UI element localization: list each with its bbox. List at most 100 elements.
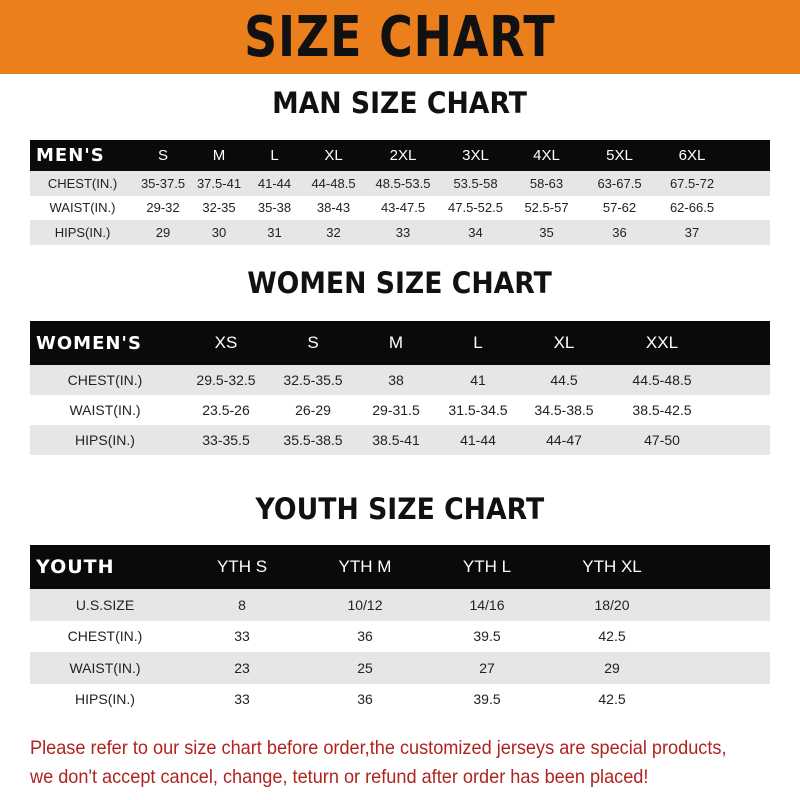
value-cell: 41	[470, 372, 486, 388]
size-header-cell: 3XL	[462, 147, 489, 164]
value-cell: 36	[357, 691, 373, 708]
value-cell: 58-63	[529, 175, 564, 191]
size-header-cell: XL	[553, 333, 575, 352]
value-cell: 63-67.5	[597, 175, 642, 191]
size-header-cell: L	[270, 147, 279, 164]
table-row: HIPS(IN.) 33-35.5 35.5-38.5 38.5-41 41-44 44-…	[30, 425, 770, 455]
measure-label-cell: WAIST(IN.)	[49, 200, 116, 216]
table-header-row: MEN'S S M L XL 2XL 3XL 4XL 5XL 6XL	[30, 140, 770, 171]
size-header-cell: M	[212, 147, 226, 164]
value-cell: 14/16	[469, 596, 505, 613]
value-cell: 44.5	[550, 372, 578, 388]
value-cell: 33	[395, 224, 411, 240]
size-header-cell: XS	[214, 333, 238, 352]
measure-label-cell: HIPS(IN.)	[75, 432, 135, 448]
value-cell: 37.5-41	[196, 175, 242, 191]
value-cell: 35	[539, 224, 554, 240]
size-header-cell: YTH XL	[582, 557, 642, 576]
size-header-cell: YTH M	[338, 557, 392, 576]
value-cell: 41-44	[257, 175, 292, 191]
size-header-cell: S	[157, 147, 168, 164]
measure-label-cell: CHEST(IN.)	[67, 372, 143, 388]
size-header-cell: M	[388, 333, 404, 352]
notice-line-1: Please refer to our size chart before or…	[30, 737, 727, 759]
value-cell: 42.5	[598, 628, 626, 645]
table-row: CHEST(IN.) 35-37.5 37.5-41 41-44 44-48.5 48.5…	[30, 171, 770, 196]
size-header-cell: YTH L	[462, 557, 512, 576]
value-cell: 39.5	[473, 628, 501, 645]
notice-line-2: we don't accept cancel, change, teturn o…	[30, 766, 649, 788]
measure-label-cell: HIPS(IN.)	[54, 224, 111, 240]
value-cell: 35-37.5	[140, 175, 186, 191]
measure-label-cell: WAIST(IN.)	[69, 659, 141, 676]
value-cell: 33	[234, 628, 250, 645]
value-cell: 67.5-72	[669, 175, 715, 191]
value-cell: 31.5-34.5	[448, 402, 508, 418]
value-cell: 23.5-26	[202, 402, 250, 418]
table-row: HIPS(IN.) 29 30 31 32 33 34 35 36 37	[30, 220, 770, 245]
measure-label-cell: HIPS(IN.)	[75, 691, 135, 708]
value-cell: 32.5-35.5	[283, 372, 343, 388]
value-cell: 30	[211, 224, 227, 240]
value-cell: 42.5	[598, 691, 626, 708]
value-cell: 25	[357, 659, 373, 676]
value-cell: 47.5-52.5	[448, 200, 503, 216]
value-cell: 29	[155, 224, 171, 240]
size-header-cell: 6XL	[678, 147, 706, 164]
value-cell: 44-47	[546, 432, 582, 448]
value-cell: 35.5-38.5	[283, 432, 343, 448]
youth-heading: YOUTH SIZE CHART	[255, 492, 545, 526]
value-cell: 35-38	[257, 200, 292, 216]
size-header-cell: 5XL	[606, 147, 633, 164]
value-cell: 27	[479, 659, 495, 676]
value-cell: 34	[468, 224, 483, 240]
value-cell: 32	[326, 224, 341, 240]
size-header-cell: XL	[324, 147, 343, 164]
value-cell: 44-48.5	[311, 175, 356, 191]
table-row: CHEST(IN.) 29.5-32.5 32.5-35.5 38 41 44.5 44.5…	[30, 365, 770, 395]
value-cell: 48.5-53.5	[375, 175, 431, 191]
value-cell: 47-50	[644, 432, 680, 448]
value-cell: 29.5-32.5	[196, 372, 256, 388]
women-size-table: WOMEN'S XS S M L XL XXL CHEST(IN.) 29.5-32.5 32.5…	[30, 321, 770, 455]
title-banner: SIZE CHART	[0, 0, 800, 74]
table-title-cell: MEN'S	[36, 145, 105, 166]
value-cell: 10/12	[347, 596, 383, 613]
size-header-cell: L	[473, 333, 483, 352]
value-cell: 38-43	[316, 200, 351, 216]
value-cell: 33	[234, 691, 250, 708]
value-cell: 39.5	[473, 691, 501, 708]
table-title-cell: YOUTH	[36, 556, 115, 578]
men-size-table: MEN'S S M L XL 2XL 3XL 4XL 5XL 6XL CHEST(IN.) 35-37…	[30, 140, 770, 245]
table-row: WAIST(IN.) 23 25 27 29	[30, 652, 770, 684]
measure-label-cell: CHEST(IN.)	[47, 175, 118, 191]
order-notice: Please refer to our size chart before or…	[30, 734, 790, 792]
table-row: HIPS(IN.) 33 36 39.5 42.5	[30, 683, 770, 715]
value-cell: 29-31.5	[372, 402, 420, 418]
page-title: SIZE CHART	[244, 4, 556, 70]
men-heading: MAN SIZE CHART	[272, 86, 528, 120]
value-cell: 38.5-41	[372, 432, 420, 448]
table-row: WAIST(IN.) 29-32 32-35 35-38 38-43 43-47.5 47.…	[30, 195, 770, 220]
value-cell: 31	[267, 224, 282, 240]
value-cell: 53.5-58	[453, 175, 498, 191]
table-row: CHEST(IN.) 33 36 39.5 42.5	[30, 620, 770, 652]
youth-size-table: YOUTH YTH S YTH M YTH L YTH XL U.S.SIZE 8 10/12…	[30, 545, 770, 715]
value-cell: 44.5-48.5	[632, 372, 692, 388]
value-cell: 43-47.5	[380, 200, 426, 216]
table-header-row: YOUTH YTH S YTH M YTH L YTH XL	[30, 545, 770, 589]
value-cell: 41-44	[460, 432, 496, 448]
size-header-cell: 4XL	[533, 147, 560, 164]
size-header-cell: 2XL	[389, 147, 417, 164]
table-title-cell: WOMEN'S	[36, 332, 142, 354]
measure-label-cell: WAIST(IN.)	[69, 402, 141, 418]
measure-label-cell: U.S.SIZE	[75, 596, 135, 613]
table-row: U.S.SIZE 8 10/12 14/16 18/20	[30, 589, 770, 621]
value-cell: 52.5-57	[524, 200, 569, 216]
women-heading: WOMEN SIZE CHART	[247, 266, 553, 300]
value-cell: 38.5-42.5	[632, 402, 692, 418]
table-header-row: WOMEN'S XS S M L XL XXL	[30, 321, 770, 365]
measure-label-cell: CHEST(IN.)	[67, 628, 143, 645]
value-cell: 36	[612, 224, 627, 240]
table-row: WAIST(IN.) 23.5-26 26-29 29-31.5 31.5-34.5 34…	[30, 395, 770, 425]
